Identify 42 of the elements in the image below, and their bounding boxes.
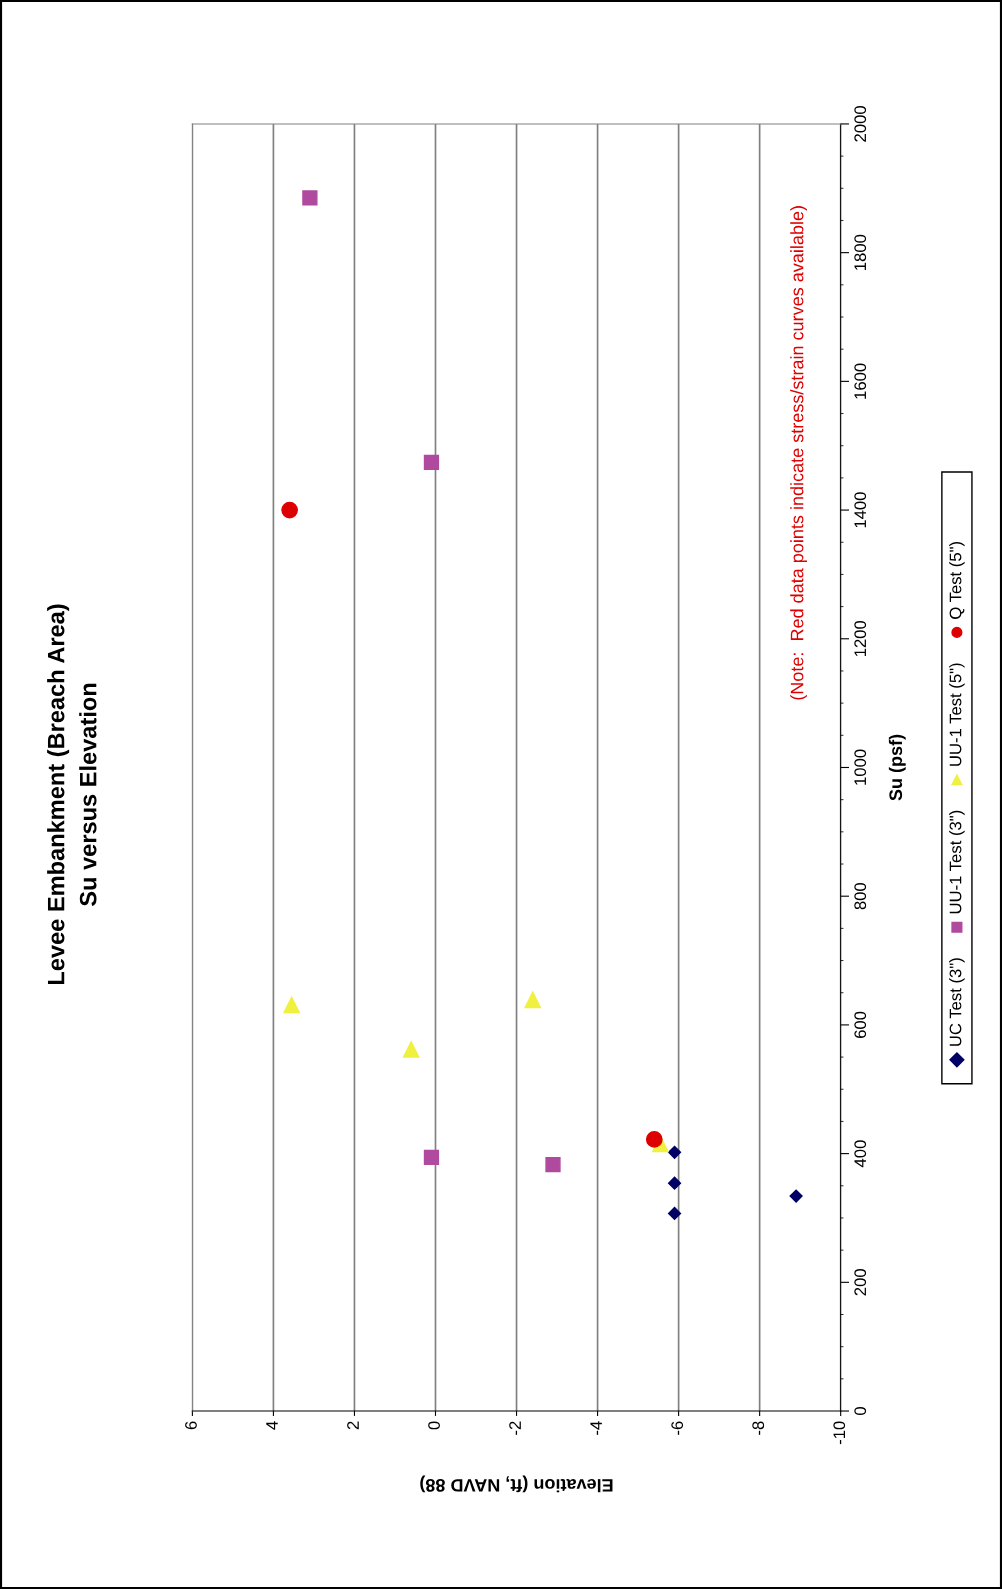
x-tick-label: -2 — [509, 1421, 521, 1435]
y-axis-title: Su (psf) — [888, 734, 906, 801]
point — [667, 1206, 682, 1221]
point — [281, 501, 298, 519]
text: UU-1 Test (3") — [949, 810, 965, 914]
y-tick-label: 1200 — [854, 620, 867, 657]
text: Levee Embankment (Breach Area) — [47, 604, 70, 985]
point — [423, 454, 440, 471]
y-tick-label: 1600 — [854, 363, 867, 399]
text: Q Test (5") — [949, 541, 965, 619]
x-tick-label: 0 — [428, 1421, 440, 1430]
point — [545, 1156, 561, 1173]
text: UU-1 Test (5") — [949, 663, 965, 766]
x-tick-label: -8 — [752, 1421, 765, 1435]
x-tick-label: 2 — [347, 1421, 359, 1430]
point — [645, 1131, 663, 1148]
x-tick-label: 6 — [185, 1421, 197, 1430]
y-tick-label: 2000 — [854, 106, 867, 142]
point — [524, 991, 542, 1009]
point — [423, 1149, 440, 1166]
y-tick-label: 1400 — [854, 492, 867, 528]
x-tick-label: -4 — [590, 1421, 602, 1435]
y-tick-label: 600 — [854, 1011, 867, 1038]
y-tick-label: 400 — [854, 1140, 867, 1168]
x-tick-label: -6 — [671, 1421, 684, 1435]
point — [302, 190, 318, 206]
y-tick-label: 200 — [854, 1269, 867, 1296]
text: Su versus Elevation — [79, 683, 97, 907]
point — [283, 996, 300, 1014]
y-tick-label: 800 — [854, 882, 867, 910]
point — [667, 1145, 682, 1159]
x-tick-label: -10 — [833, 1421, 846, 1445]
point — [402, 1041, 420, 1058]
point — [667, 1176, 682, 1190]
text: UC Test (3") — [949, 958, 965, 1046]
y-tick-label: 1000 — [854, 749, 867, 785]
y-tick-label: 0 — [854, 1407, 867, 1416]
y-tick-label: 1800 — [854, 234, 867, 270]
annotation: (Note: Red data points indicate stress/strain curves available) — [790, 206, 808, 700]
x-axis-title: Elevation (ft, NAVD 88) — [420, 1475, 613, 1493]
point — [789, 1189, 803, 1203]
x-tick-label: 4 — [266, 1421, 278, 1430]
